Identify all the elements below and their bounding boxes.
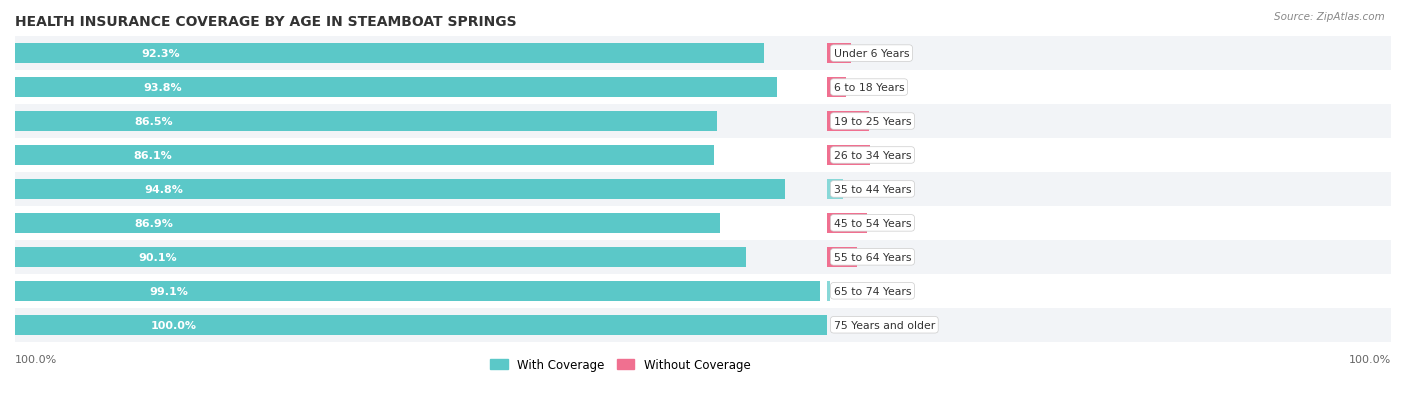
Text: 99.1%: 99.1% (149, 286, 188, 296)
Bar (15, 173, 1391, 206)
Bar (15, 145, 714, 166)
Bar (15, 44, 765, 64)
Text: 100.0%: 100.0% (15, 354, 58, 364)
Bar (827, 281, 830, 301)
Text: 13.5%: 13.5% (879, 117, 914, 127)
Text: 0.0%: 0.0% (837, 320, 866, 330)
Bar (15, 315, 827, 335)
Text: HEALTH INSURANCE COVERAGE BY AGE IN STEAMBOAT SPRINGS: HEALTH INSURANCE COVERAGE BY AGE IN STEA… (15, 15, 516, 29)
Text: 86.1%: 86.1% (134, 151, 173, 161)
Text: 86.9%: 86.9% (135, 218, 173, 228)
Text: Under 6 Years: Under 6 Years (834, 49, 910, 59)
Text: 94.8%: 94.8% (145, 185, 183, 195)
Bar (15, 71, 1391, 105)
Bar (15, 240, 1391, 274)
Bar (827, 44, 851, 64)
Text: 7.7%: 7.7% (860, 49, 890, 59)
Text: 5.2%: 5.2% (853, 185, 882, 195)
Text: 0.93%: 0.93% (839, 286, 876, 296)
Bar (15, 37, 1391, 71)
Text: 45 to 54 Years: 45 to 54 Years (834, 218, 911, 228)
Bar (15, 213, 720, 233)
Bar (827, 112, 869, 132)
Bar (827, 145, 870, 166)
Bar (15, 308, 1391, 342)
Bar (827, 247, 858, 267)
Text: 26 to 34 Years: 26 to 34 Years (834, 151, 911, 161)
Text: 55 to 64 Years: 55 to 64 Years (834, 252, 911, 262)
Bar (15, 179, 785, 199)
Bar (15, 105, 1391, 139)
Text: 9.9%: 9.9% (868, 252, 896, 262)
Text: 100.0%: 100.0% (1348, 354, 1391, 364)
Text: 75 Years and older: 75 Years and older (834, 320, 935, 330)
Text: 6.2%: 6.2% (856, 83, 884, 93)
Text: 65 to 74 Years: 65 to 74 Years (834, 286, 911, 296)
Text: 35 to 44 Years: 35 to 44 Years (834, 185, 911, 195)
Text: 19 to 25 Years: 19 to 25 Years (834, 117, 911, 127)
Text: Source: ZipAtlas.com: Source: ZipAtlas.com (1274, 12, 1385, 22)
Text: 6 to 18 Years: 6 to 18 Years (834, 83, 904, 93)
Text: 86.5%: 86.5% (134, 117, 173, 127)
Bar (15, 206, 1391, 240)
Legend: With Coverage, Without Coverage: With Coverage, Without Coverage (485, 353, 755, 376)
Bar (827, 213, 868, 233)
Text: 13.1%: 13.1% (877, 218, 912, 228)
Text: 100.0%: 100.0% (150, 320, 197, 330)
Bar (15, 112, 717, 132)
Bar (827, 179, 844, 199)
Bar (15, 247, 747, 267)
Text: 92.3%: 92.3% (141, 49, 180, 59)
Bar (827, 78, 846, 98)
Bar (15, 78, 776, 98)
Bar (15, 139, 1391, 173)
Bar (15, 274, 1391, 308)
Text: 93.8%: 93.8% (143, 83, 181, 93)
Text: 90.1%: 90.1% (138, 252, 177, 262)
Text: 13.9%: 13.9% (880, 151, 915, 161)
Bar (15, 281, 820, 301)
